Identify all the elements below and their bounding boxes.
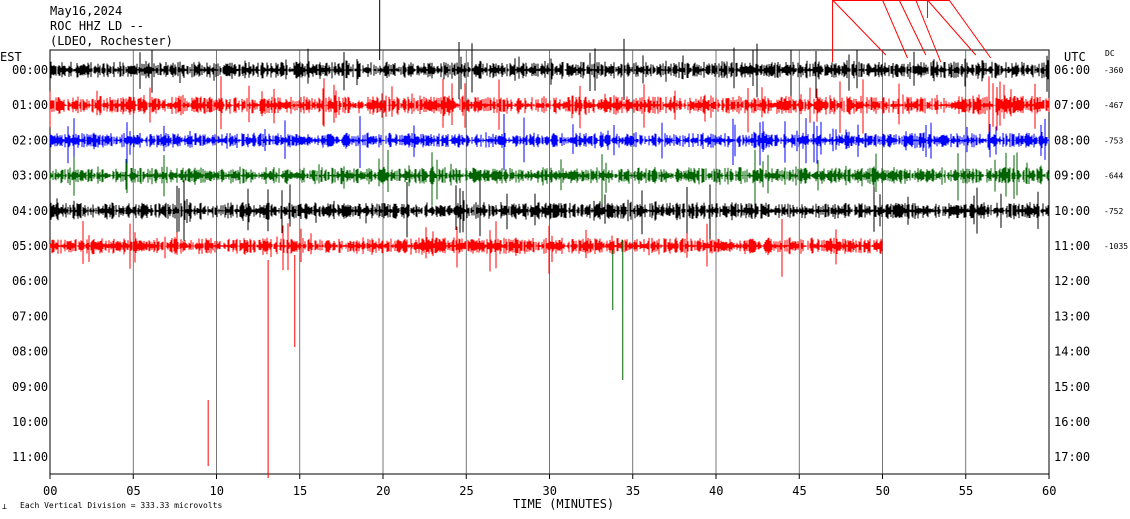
event-marker-line [882, 0, 908, 59]
x-tick-label: 20 [376, 484, 390, 498]
event-marker-line [948, 0, 992, 59]
est-row-label: 10:00 [12, 415, 48, 429]
chart-station: ROC HHZ LD -- [50, 19, 144, 33]
utc-row-label: 12:00 [1054, 274, 1090, 288]
x-tick-label: 35 [626, 484, 640, 498]
event-marker-line [832, 0, 887, 56]
est-row-label: 03:00 [12, 169, 48, 183]
utc-row-label: 16:00 [1054, 415, 1090, 429]
x-tick-label: 15 [293, 484, 307, 498]
chart-location: (LDEO, Rochester) [50, 34, 173, 48]
utc-row-label: 09:00 [1054, 169, 1090, 183]
dc-labels: -360 -467 -753 -644 -752 -1035 [1104, 66, 1128, 251]
event-marker-line [915, 0, 942, 63]
event-marker-line [898, 0, 927, 56]
est-row-label: 04:00 [12, 204, 48, 218]
utc-row-label: 17:00 [1054, 450, 1090, 464]
event-marker-line [927, 0, 977, 56]
utc-row-label: 06:00 [1054, 63, 1090, 77]
est-row-label: 07:00 [12, 309, 48, 323]
x-tick-label: 45 [792, 484, 806, 498]
dc-value: -467 [1104, 101, 1123, 110]
trace-row [49, 180, 1050, 241]
est-row-label: 01:00 [12, 98, 48, 112]
dc-value: -753 [1104, 136, 1123, 145]
est-row-label: 08:00 [12, 345, 48, 359]
footer-scale-note: Each Vertical Division = 333.33 microvol… [20, 501, 222, 510]
x-tick-label: 25 [459, 484, 473, 498]
est-row-label: 02:00 [12, 133, 48, 147]
dc-value: -644 [1104, 172, 1123, 181]
x-tick-label: 55 [959, 484, 973, 498]
x-tick-label: 60 [1042, 484, 1056, 498]
x-tick-label: 40 [709, 484, 723, 498]
trace-row [49, 219, 883, 277]
trace-row [49, 114, 1050, 171]
dc-title: DC [1105, 49, 1115, 58]
dc-value: -1035 [1104, 242, 1128, 251]
trace-row [49, 38, 1050, 101]
x-tick-label: 00 [43, 484, 57, 498]
x-tick-label: 10 [210, 484, 224, 498]
utc-row-label: 08:00 [1054, 133, 1090, 147]
est-row-label: 06:00 [12, 274, 48, 288]
utc-row-label: 11:00 [1054, 239, 1090, 253]
utc-row-label: 14:00 [1054, 345, 1090, 359]
chart-date: May16,2024 [50, 4, 122, 18]
x-tick-labels: 00 05 10 15 20 25 30 35 40 45 50 55 60 [43, 474, 1056, 498]
event-marker-lines [832, 0, 992, 63]
seismic-traces [49, 0, 1050, 478]
est-row-label: 09:00 [12, 380, 48, 394]
x-axis-label: TIME (MINUTES) [513, 497, 614, 511]
x-tick-label: 50 [876, 484, 890, 498]
utc-row-label: 10:00 [1054, 204, 1090, 218]
utc-labels: 06:00 07:00 08:00 09:00 10:00 11:00 12:00 13:00… [1054, 63, 1090, 464]
grid-lines [132, 50, 967, 474]
left-axis-title: EST [0, 50, 22, 64]
trace-row [49, 76, 1050, 134]
x-tick-label: 30 [543, 484, 557, 498]
est-row-label: 11:00 [12, 450, 48, 464]
utc-row-label: 07:00 [1054, 98, 1090, 112]
dc-value: -360 [1104, 66, 1123, 75]
est-row-label: 00:00 [12, 63, 48, 77]
utc-row-label: 13:00 [1054, 309, 1090, 323]
dc-value: -752 [1104, 207, 1123, 216]
utc-row-label: 15:00 [1054, 380, 1090, 394]
right-axis-title: UTC [1064, 50, 1086, 64]
est-labels: 00:00 01:00 02:00 03:00 04:00 05:00 06:00 07:00… [12, 63, 48, 464]
scale-icon: ⟂ [2, 502, 7, 511]
x-tick-label: 05 [126, 484, 140, 498]
est-row-label: 05:00 [12, 239, 48, 253]
